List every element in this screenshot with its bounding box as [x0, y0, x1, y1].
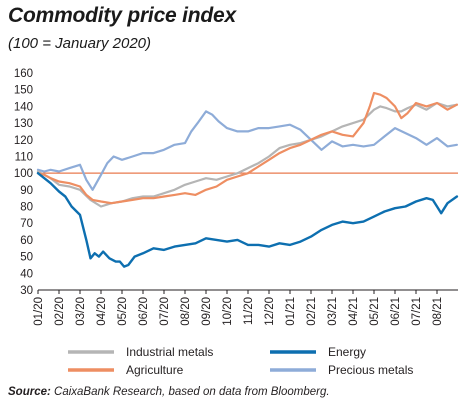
y-tick-label: 150 [14, 85, 33, 97]
y-tick-label: 130 [14, 118, 33, 130]
y-tick-label: 160 [14, 68, 33, 80]
y-tick-label: 50 [20, 252, 33, 264]
series-line-agriculture [36, 91, 458, 205]
x-tick-label: 02/21 [306, 297, 318, 326]
y-tick-label: 30 [20, 285, 33, 297]
x-tick-label: 09/20 [201, 297, 213, 326]
x-tick-label: 06/21 [390, 297, 402, 326]
x-tick-label: 08/20 [180, 297, 192, 326]
legend-label-precious-metals: Precious metals [328, 363, 413, 377]
y-tick-label: 140 [14, 101, 33, 113]
x-tick-label: 06/20 [138, 297, 150, 326]
chart-title: Commodity price index [8, 4, 237, 27]
series-line-energy [36, 171, 459, 268]
y-tick-label: 60 [20, 235, 33, 247]
x-tick-label: 07/20 [159, 297, 171, 326]
y-tick-label: 120 [14, 135, 33, 147]
series-line-precious-metals [36, 110, 458, 191]
chart-subtitle: (100 = January 2020) [8, 35, 152, 52]
legend-label-agriculture: Agriculture [126, 363, 184, 377]
y-tick-label: 80 [20, 202, 33, 214]
x-tick-label: 02/20 [54, 297, 66, 326]
y-tick-label: 100 [14, 168, 33, 180]
x-tick-label: 11/20 [243, 297, 255, 325]
y-tick-label: 90 [20, 185, 33, 197]
x-tick-label: 05/20 [117, 297, 129, 326]
y-tick-label: 70 [20, 218, 33, 230]
x-tick-label: 01/21 [285, 297, 297, 326]
y-tick-label: 40 [20, 268, 33, 280]
x-tick-label: 04/20 [96, 297, 108, 326]
source-note: Source: CaixaBank Research, based on dat… [8, 386, 330, 398]
x-tick-label: 08/21 [432, 297, 444, 326]
x-tick-label: 01/20 [33, 297, 45, 326]
legend-label-energy: Energy [328, 345, 366, 359]
legend-label-industrial-metals: Industrial metals [126, 345, 213, 359]
x-tick-label: 12/20 [264, 297, 276, 326]
source-text: CaixaBank Research, based on data from B… [54, 386, 330, 398]
x-tick-label: 04/21 [348, 297, 360, 326]
y-tick-label: 110 [15, 151, 33, 163]
x-tick-label: 05/21 [369, 297, 381, 326]
x-tick-label: 07/21 [411, 297, 423, 326]
x-tick-label: 10/20 [222, 297, 234, 326]
series-line-industrial-metals [36, 101, 458, 208]
x-tick-label: 03/21 [327, 297, 339, 326]
x-tick-label: 03/20 [75, 297, 87, 326]
source-label: Source: [8, 386, 51, 398]
